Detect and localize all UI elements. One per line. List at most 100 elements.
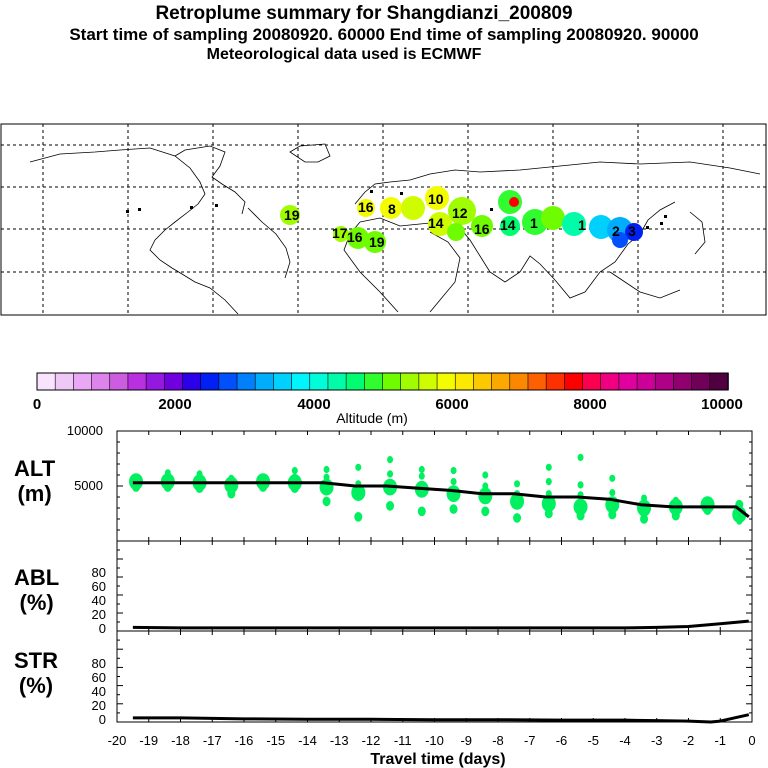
x-tick-label: -17	[203, 733, 222, 748]
colorbar-tick-label: 8000	[573, 396, 606, 413]
alt-cluster-dot	[196, 470, 203, 478]
plume-label: 8	[388, 201, 396, 217]
x-tick-label: -19	[139, 733, 158, 748]
alt-cluster-dot	[355, 463, 362, 471]
alt-cluster-dot	[573, 498, 588, 516]
alt-cluster-dot	[418, 472, 425, 480]
plume-label: 1	[578, 217, 586, 233]
alt-cluster-dot	[609, 489, 616, 497]
alt-label-line2: (m)	[17, 481, 52, 506]
x-tick-label: -16	[235, 733, 254, 748]
small-markers	[126, 190, 667, 229]
x-tick-label: -4	[619, 733, 631, 748]
colorbar-tick-label: 4000	[297, 396, 330, 413]
alt-cluster-dot	[228, 474, 235, 482]
str-ytick-label: 0	[99, 712, 106, 727]
x-tick-label: -18	[171, 733, 190, 748]
abl-label-line2: (%)	[19, 590, 54, 615]
alt-cluster-dot	[387, 470, 394, 478]
alt-ytick-label: 10000	[67, 423, 103, 438]
alt-cluster-dot	[351, 484, 366, 501]
colorbar-tick-label: 0	[33, 396, 41, 413]
x-tick-label: 0	[748, 733, 755, 748]
abl-panel-label: ABL (%)	[14, 565, 59, 615]
alt-panel-label: ALT (m)	[14, 456, 55, 506]
alt-cluster-dot	[224, 476, 239, 494]
alt-cluster-dot	[545, 463, 552, 471]
alt-label-line1: ALT	[14, 456, 56, 481]
str-ytick-label: 20	[92, 698, 106, 713]
alt-cluster-dot	[545, 478, 552, 486]
plume-label: 16	[474, 221, 490, 237]
x-tick-label: -8	[492, 733, 504, 748]
alt-cluster-dot	[450, 467, 457, 475]
alt-cluster-dot	[446, 485, 461, 503]
alt-cluster-dot	[577, 481, 584, 489]
str-panel-label: STR (%)	[14, 648, 58, 698]
alt-cluster-dot	[449, 504, 458, 514]
x-tick-label: -3	[651, 733, 663, 748]
alt-ytick-label: 5000	[74, 478, 103, 493]
x-tick-label: -12	[362, 733, 381, 748]
alt-cluster-dot	[450, 478, 457, 486]
alt-cluster-dot	[700, 496, 715, 514]
x-tick-label: -7	[524, 733, 536, 748]
plume-label: 14	[500, 217, 516, 233]
x-tick-label: -10	[425, 733, 444, 748]
x-tick-label: -2	[683, 733, 695, 748]
plume-label: 1	[530, 215, 538, 231]
alt-cluster-dots	[129, 453, 747, 525]
alt-cluster-dot	[641, 494, 648, 502]
x-tick-label: -14	[298, 733, 317, 748]
alt-cluster-dot	[418, 465, 425, 474]
alt-cluster-dot	[736, 517, 743, 525]
alt-cluster-dot	[260, 473, 267, 481]
alt-cluster-dot	[164, 469, 171, 477]
x-tick-label: -11	[394, 733, 412, 748]
plume-label: 3	[628, 223, 636, 239]
met-data-label: Meteorological data used is ECMWF	[206, 46, 482, 63]
abl-ytick-label: 40	[92, 593, 106, 608]
alt-cluster-dot	[637, 499, 652, 517]
str-ytick-label: 80	[92, 656, 106, 671]
str-ytick-label: 60	[92, 670, 106, 685]
alt-cluster-dot	[478, 487, 493, 505]
alt-cluster-dot	[510, 493, 525, 510]
alt-cluster-dot	[291, 473, 298, 481]
abl-ytick-label: 0	[99, 621, 106, 636]
plume-label: 14	[428, 215, 444, 231]
str-panel-frame	[116, 630, 753, 723]
str-label-line1: STR	[14, 648, 58, 673]
colorbar-tick-label: 10000	[701, 396, 743, 413]
colorbar-label: Altitude (m)	[336, 410, 408, 426]
x-tick-label: -13	[330, 733, 349, 748]
plume-label: 2	[612, 223, 620, 239]
alt-cluster-dot	[577, 453, 584, 461]
sampling-times: Start time of sampling 20080920. 60000 E…	[69, 25, 699, 44]
alt-cluster-dot	[133, 473, 140, 481]
alt-cluster-dot	[291, 467, 298, 475]
alt-cluster-dot	[481, 506, 490, 517]
x-tick-label: -5	[587, 733, 599, 748]
abl-series-line	[132, 619, 749, 630]
alt-cluster-dot	[417, 506, 426, 517]
plume-label: 16	[347, 229, 363, 245]
alt-cluster-dot	[322, 496, 331, 507]
abl-label-line1: ABL	[14, 565, 60, 590]
str-ytick-label: 40	[92, 684, 106, 699]
alt-cluster-dot	[323, 473, 330, 481]
abl-ytick-label: 20	[92, 607, 106, 622]
plume-circles	[280, 186, 643, 253]
alt-cluster-dot	[514, 480, 521, 488]
x-tick-label: -20	[108, 733, 127, 748]
plume-label: 10	[428, 191, 444, 207]
alt-cluster-dot	[672, 496, 679, 504]
alt-cluster-dot	[482, 482, 489, 490]
x-tick-label: -1	[714, 733, 726, 748]
abl-panel-frame	[116, 540, 753, 632]
plume-label: 16	[358, 199, 374, 215]
colorbar-tick-label: 6000	[435, 396, 468, 413]
plume-label: 12	[452, 205, 468, 221]
str-label-line2: (%)	[18, 673, 54, 698]
